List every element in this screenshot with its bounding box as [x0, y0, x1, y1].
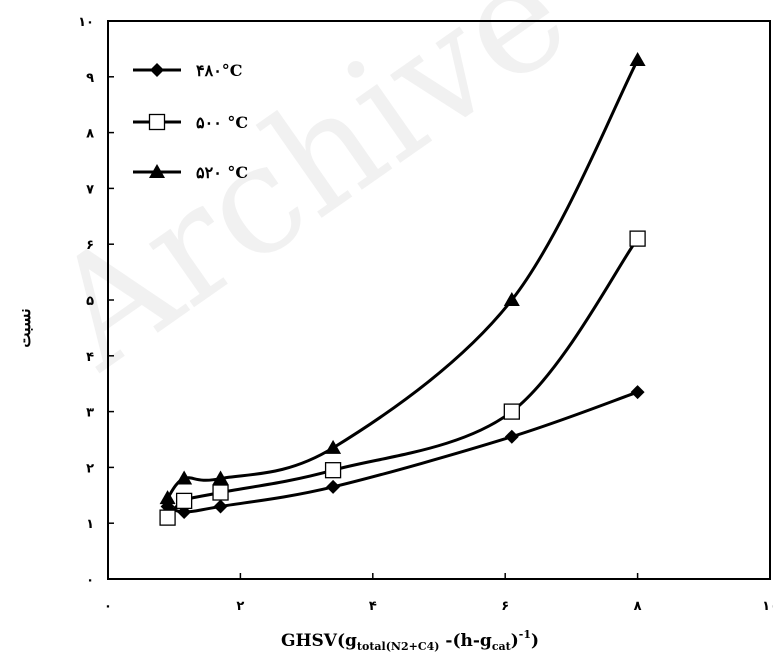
y-tick-label: ۹: [86, 71, 94, 86]
legend-item: ۵۰۰ °C: [133, 113, 248, 132]
triangle-marker: [159, 490, 176, 505]
x-title-end: ): [531, 631, 539, 651]
y-tick-label: ۱: [86, 517, 94, 532]
series-line: [166, 390, 639, 514]
y-tick-label: ۴: [86, 350, 94, 365]
legend-item: ۴۸۰°C: [133, 61, 243, 80]
x-tick-label: ۶: [501, 599, 509, 614]
x-title-main: GHSV(g: [281, 631, 357, 651]
legend: ۴۸۰°C ۵۰۰ °C ۵۲۰ °C: [133, 61, 248, 182]
watermark-text: Archive: [20, 0, 597, 403]
square-marker: [212, 484, 229, 501]
y-tick-label: ۶: [86, 238, 94, 253]
series-layer: [159, 52, 646, 526]
x-tick-label: ۴: [369, 599, 377, 614]
diamond-marker: [630, 385, 645, 400]
diamond-marker: [213, 499, 228, 514]
y-axis: ۰ ۱ ۲ ۳ ۴ ۵ ۶ ۷ ۸ ۹ ۱۰: [78, 15, 114, 588]
square-marker: [175, 492, 193, 510]
triangle-marker: [212, 470, 229, 485]
triangle-marker: [176, 470, 193, 485]
y-axis-title: نسبت: [15, 308, 34, 347]
x-tick-label: ۲: [236, 599, 244, 614]
x-title-sup: -1: [519, 628, 531, 641]
x-axis-title: GHSV(gtotal(N2+C4) -(h-gcat)-1): [281, 628, 539, 653]
triangle-marker: [503, 292, 520, 306]
y-tick-label: ۷: [86, 182, 94, 197]
x-tick-label: ۰: [104, 599, 112, 614]
diamond-marker: [504, 429, 519, 444]
legend-item: ۵۲۰ °C: [133, 163, 248, 182]
x-title-close: ): [511, 631, 519, 651]
x-title-sub2: cat: [492, 640, 512, 653]
y-tick-label: ۸: [86, 127, 94, 142]
diamond-marker: [326, 479, 341, 494]
x-tick-label: ۸: [634, 599, 642, 614]
square-marker: [324, 462, 342, 479]
x-tick-label: ۱۰: [762, 599, 773, 614]
y-tick-label: ۱۰: [78, 15, 94, 30]
y-tick-label: ۵: [86, 294, 94, 309]
legend-label: ۵۲۰ °C: [196, 163, 248, 182]
x-title-sub1: total(N2+C4): [357, 640, 440, 653]
square-marker: [503, 403, 520, 420]
y-tick-label: ۰: [86, 573, 94, 588]
triangle-marker: [629, 52, 646, 67]
legend-label: ۵۰۰ °C: [196, 113, 248, 132]
square-marker: [148, 113, 166, 131]
series-triangle: [159, 52, 646, 505]
square-marker: [159, 509, 176, 526]
legend-label: ۴۸۰°C: [196, 61, 243, 80]
x-axis: ۰ ۲ ۴ ۶ ۸ ۱۰: [104, 573, 773, 614]
series-diamond: [160, 385, 645, 520]
triangle-marker: [149, 164, 165, 178]
y-tick-label: ۲: [86, 461, 94, 476]
y-tick-label: ۳: [86, 406, 94, 421]
triangle-marker: [325, 439, 342, 454]
series-square-open: [159, 230, 646, 526]
diamond-marker: [150, 63, 164, 77]
x-title-mid: -(h-g: [439, 631, 491, 651]
square-marker: [629, 230, 646, 247]
